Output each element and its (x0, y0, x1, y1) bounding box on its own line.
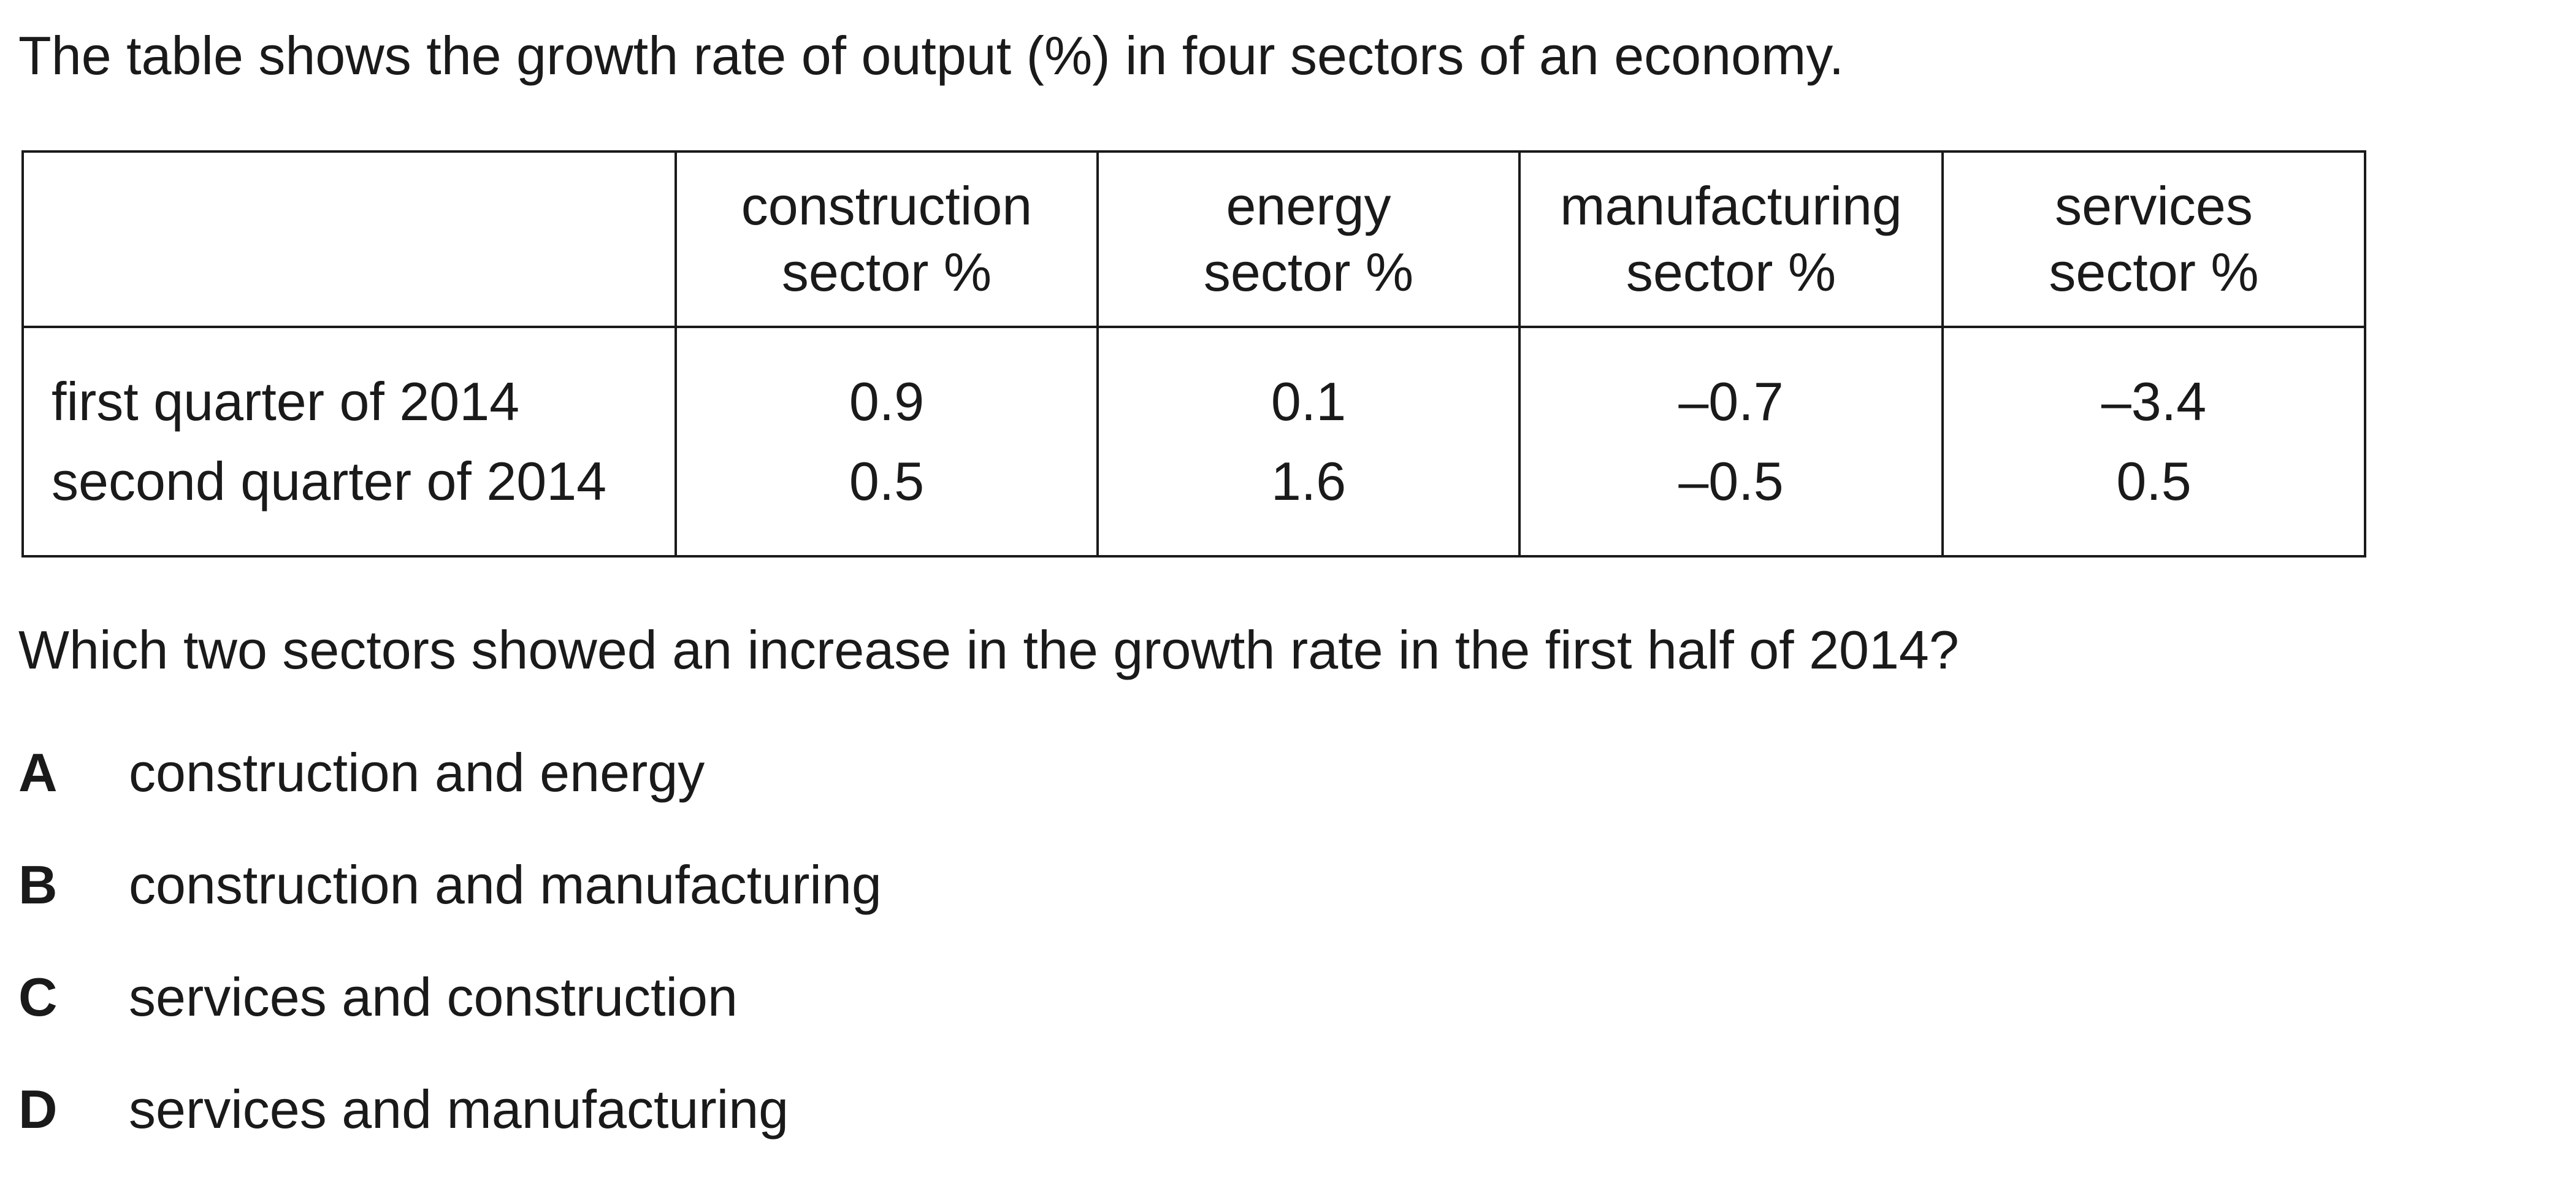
table-corner-cell (21, 150, 677, 328)
intro-text: The table shows the growth rate of outpu… (18, 25, 1844, 86)
table-cell: –3.4 (1941, 327, 2366, 440)
table-cell: 0.1 (1096, 327, 1521, 440)
header-line: sector % (2049, 242, 2259, 302)
header-line: sector % (1203, 242, 1414, 302)
table-cell: 0.9 (675, 327, 1099, 440)
header-construction: construction sector % (675, 150, 1099, 328)
option-b[interactable]: B construction and manufacturing (18, 851, 882, 964)
row-label: first quarter of 2014 (21, 327, 677, 440)
table-header-row: construction sector % energy sector % ma… (21, 150, 2366, 328)
header-line: manufacturing (1560, 175, 1902, 236)
option-text: services and construction (129, 967, 738, 1027)
option-c[interactable]: C services and construction (18, 964, 882, 1076)
header-line: sector % (781, 242, 992, 302)
option-letter: C (18, 967, 58, 1027)
option-letter: A (18, 742, 58, 803)
option-letter: B (18, 854, 58, 915)
option-text: construction and energy (129, 742, 705, 803)
growth-rate-table: construction sector % energy sector % ma… (21, 150, 2366, 558)
header-line: energy (1226, 175, 1391, 236)
table-cell: 0.5 (1941, 440, 2366, 558)
header-manufacturing: manufacturing sector % (1518, 150, 1944, 328)
table-cell: –0.5 (1518, 440, 1944, 558)
option-a[interactable]: A construction and energy (18, 739, 882, 851)
option-letter: D (18, 1079, 58, 1140)
question-text: Which two sectors showed an increase in … (18, 619, 1959, 680)
option-text: construction and manufacturing (129, 854, 882, 915)
header-line: sector % (1626, 242, 1836, 302)
table-cell: 0.5 (675, 440, 1099, 558)
option-d[interactable]: D services and manufacturing (18, 1076, 882, 1188)
table-cell: 1.6 (1096, 440, 1521, 558)
question-page: The table shows the growth rate of outpu… (18, 25, 2366, 1140)
row-label: second quarter of 2014 (21, 440, 677, 558)
table-row: second quarter of 2014 0.5 1.6 –0.5 0.5 (21, 440, 2366, 558)
table-row: first quarter of 2014 0.9 0.1 –0.7 –3.4 (21, 327, 2366, 440)
header-line: construction (741, 175, 1033, 236)
table-cell: –0.7 (1518, 327, 1944, 440)
option-text: services and manufacturing (129, 1079, 789, 1140)
header-line: services (2055, 175, 2253, 236)
header-energy: energy sector % (1096, 150, 1521, 328)
answer-options: A construction and energy B construction… (18, 739, 882, 1188)
header-services: services sector % (1941, 150, 2366, 328)
